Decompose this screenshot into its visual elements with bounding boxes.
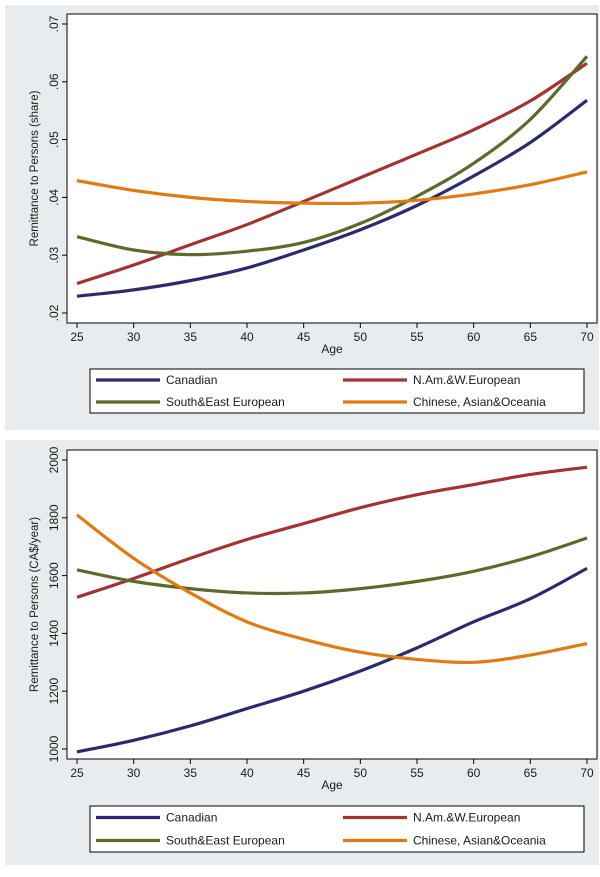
x-tick-label: 65	[524, 766, 538, 780]
x-tick-label: 25	[70, 766, 84, 780]
legend-label-4: Chinese, Asian&Oceania	[413, 834, 546, 848]
y-tick-label: 1400	[47, 620, 61, 647]
x-tick-label: 60	[467, 330, 481, 344]
chart-1: 25 30 35 40 45 50 55 60 65 70 Age .02 .03 .04 .05 .06 .0…	[5, 5, 599, 430]
x-tick-label: 30	[127, 766, 141, 780]
y-tick-label: 1800	[47, 504, 61, 531]
y-tick-label: .07	[47, 15, 61, 32]
x-tick-label: 55	[410, 330, 424, 344]
plot-area	[66, 13, 598, 324]
series-line-1	[76, 99, 588, 298]
y-axis-label: Remittance to Persons (share)	[29, 90, 41, 246]
series-line-1	[76, 566, 588, 754]
legend-label-3: South&East European	[166, 395, 285, 409]
legend-label-2: N.Am.&W.European	[413, 373, 520, 387]
x-tick-label: 45	[297, 766, 311, 780]
y-tick-label: .04	[47, 189, 61, 206]
x-tick-label: 40	[240, 766, 254, 780]
x-tick-label: 70	[580, 766, 594, 780]
legend-box	[89, 368, 585, 414]
y-tick-label: 1200	[47, 678, 61, 705]
x-tick-label: 35	[184, 330, 198, 344]
x-tick-label: 25	[70, 330, 84, 344]
series-line-3	[76, 536, 588, 596]
legend-box	[89, 805, 585, 853]
x-tick-label: 30	[127, 330, 141, 344]
x-tick-label: 70	[580, 330, 594, 344]
x-axis-label: Age	[321, 342, 343, 356]
x-tick-label: 50	[354, 330, 368, 344]
y-tick-label: .02	[47, 304, 61, 321]
plot-area	[66, 449, 598, 760]
x-tick-label: 60	[467, 766, 481, 780]
y-tick-label: .06	[47, 73, 61, 90]
x-tick-label: 50	[354, 766, 368, 780]
legend-label-1: Canadian	[166, 373, 217, 387]
series-line-3	[76, 55, 589, 257]
legend-label-1: Canadian	[166, 811, 217, 825]
y-axis-label: Remittance to Persons (CA$/year)	[29, 517, 41, 692]
series-line-4	[76, 170, 588, 206]
x-tick-label: 55	[410, 766, 424, 780]
x-tick-label: 35	[184, 766, 198, 780]
series-line-4	[76, 513, 588, 665]
chart-2: 25 30 35 40 45 50 55 60 65 70 Age 1000 1200 1400 1600 1…	[5, 440, 599, 865]
x-tick-label: 40	[240, 330, 254, 344]
legend-label-4: Chinese, Asian&Oceania	[413, 395, 546, 409]
y-tick-label: 1000	[47, 735, 61, 762]
legend-label-3: South&East European	[166, 834, 285, 848]
x-axis-label: Age	[321, 778, 343, 792]
y-tick-label: 2000	[47, 446, 61, 473]
series-line-2	[76, 465, 588, 599]
y-tick-label: .03	[47, 247, 61, 264]
y-tick-label: 1600	[47, 562, 61, 589]
legend-label-2: N.Am.&W.European	[413, 811, 520, 825]
y-tick-label: .05	[47, 131, 61, 148]
x-tick-label: 45	[297, 330, 311, 344]
x-tick-label: 65	[524, 330, 538, 344]
